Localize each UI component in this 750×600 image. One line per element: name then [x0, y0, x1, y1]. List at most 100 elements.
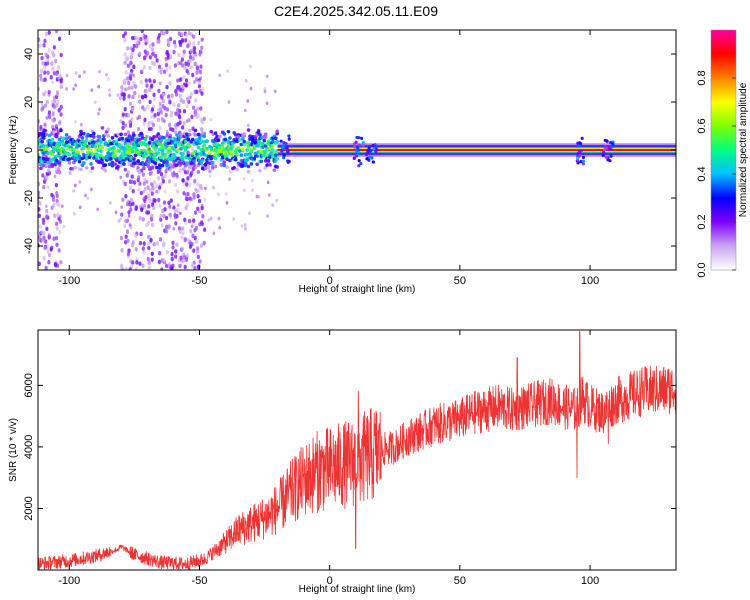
- spectrogram-scatter-cell: [184, 221, 188, 225]
- spectrogram-scatter-cell: [183, 65, 187, 71]
- colorbar: 0.0 0.2 0.4 0.6 0.8 Normalized spectral ampl…: [696, 29, 749, 278]
- spectrogram-scatter-cell: [123, 240, 128, 245]
- spectrogram-burst-cell: [360, 136, 364, 140]
- spectrogram-scatter-cell: [148, 55, 152, 60]
- spectrogram-strong-band-layer: [277, 148, 676, 152]
- spectrogram-band-cell: [61, 147, 66, 152]
- spectrogram-band-cell: [275, 129, 279, 134]
- spectrogram-scatter-cell: [43, 38, 47, 44]
- spectrogram-scatter-cell: [188, 244, 193, 249]
- spectrogram-band-cell: [177, 135, 182, 140]
- spectrogram-scatter-cell: [181, 259, 185, 264]
- spectrogram-scatter-cell: [90, 88, 94, 92]
- spectrogram-scatter-cell: [150, 257, 154, 262]
- spectrogram-band-cell: [122, 158, 126, 162]
- spectrogram-scatter-cell: [157, 33, 161, 38]
- spectrogram-band-cell: [162, 135, 166, 140]
- spectrogram-scatter-cell: [43, 103, 48, 108]
- spectrogram-scatter-cell: [56, 92, 59, 97]
- spectrogram-scatter-cell: [137, 94, 141, 99]
- spectrogram-burst-cell: [577, 153, 581, 158]
- spectrogram-scatter-cell: [126, 56, 130, 61]
- spectrogram-scatter-cell: [143, 177, 147, 182]
- spectrogram-x-tick-label: 50: [454, 275, 466, 287]
- spectrogram-band-cell: [172, 152, 176, 157]
- spectrogram-scatter-cell: [189, 173, 193, 178]
- spectrogram-scatter-cell: [78, 205, 82, 210]
- spectrogram-scatter-cell: [146, 256, 150, 262]
- spectrogram-band-cell: [159, 158, 163, 162]
- spectrogram-band-cell: [219, 150, 224, 154]
- spectrogram-band-cell: [266, 139, 271, 143]
- spectrogram-band-cell: [159, 138, 163, 143]
- spectrogram-band-cell: [218, 134, 222, 139]
- spectrogram-band-cell: [155, 158, 159, 162]
- spectrogram-scatter-cell: [52, 45, 56, 50]
- spectrogram-scatter-cell: [150, 114, 154, 119]
- spectrogram-scatter-cell: [150, 47, 154, 52]
- spectrogram-scatter-cell: [227, 100, 231, 104]
- spectrogram-scatter-cell: [120, 89, 124, 93]
- spectrogram-band-cell: [104, 147, 109, 152]
- spectrogram-scatter-cell: [271, 203, 275, 207]
- spectrogram-scatter-cell: [127, 71, 131, 76]
- spectrogram-band-cell: [51, 130, 56, 134]
- spectrogram-scatter-cell: [130, 179, 134, 185]
- spectrogram-burst-cell: [609, 154, 613, 158]
- snr-y-ticks: 2000 4000 6000: [23, 373, 676, 521]
- spectrogram-band-cell: [126, 138, 131, 143]
- spectrogram-scatter-cell: [217, 192, 220, 197]
- spectrogram-band-cell: [183, 148, 188, 152]
- spectrogram-scatter-cell: [184, 33, 189, 38]
- spectrogram-band-cell: [157, 134, 162, 139]
- spectrogram-band-cell: [146, 150, 151, 155]
- spectrogram-band-cell: [232, 137, 237, 142]
- spectrogram-scatter-cell: [134, 205, 138, 211]
- spectrogram-scatter-cell: [173, 123, 178, 128]
- spectrogram-scatter-cell: [189, 91, 194, 97]
- colorbar-tick-label: 0.4: [696, 166, 708, 181]
- spectrogram-scatter-cell: [54, 235, 59, 241]
- spectrogram-scatter-cell: [173, 210, 177, 214]
- spectrogram-scatter-cell: [174, 92, 179, 97]
- snr-frame: [37, 329, 677, 571]
- spectrogram-x-tick-label: -50: [191, 275, 207, 287]
- spectrogram-band-cell: [160, 148, 165, 153]
- spectrogram-scatter-cell: [177, 31, 181, 36]
- spectrogram-scatter-cell: [50, 192, 54, 198]
- spectrogram-scatter-cell: [47, 233, 51, 238]
- spectrogram-scatter-cell: [129, 197, 134, 203]
- spectrogram-scatter-cell: [45, 175, 49, 180]
- spectrogram-band-cell: [119, 145, 123, 150]
- spectrogram-band-cell: [255, 154, 259, 158]
- spectrogram-scatter-cell: [39, 77, 43, 82]
- spectrogram-band-cell: [79, 132, 83, 137]
- spectrogram-scatter-cell: [123, 123, 128, 128]
- spectrogram-scatter-cell: [121, 33, 126, 39]
- spectrogram-scatter-cell: [209, 216, 213, 221]
- spectrogram-scatter-cell: [178, 93, 182, 99]
- spectrogram-scatter-cell: [72, 212, 76, 216]
- spectrogram-scatter-cell: [165, 30, 169, 35]
- spectrogram-scatter-cell: [51, 66, 55, 71]
- spectrogram-scatter-cell: [148, 198, 152, 204]
- spectrogram-scatter-cell: [249, 64, 253, 69]
- spectrogram-burst-cell: [282, 156, 286, 160]
- spectrogram-burst-cell: [607, 146, 611, 150]
- spectrogram-y-tick-label: -20: [23, 190, 35, 206]
- spectrogram-band-cell: [188, 128, 192, 133]
- spectrogram-scatter-cell: [132, 81, 136, 86]
- spectrogram-x-ticks: -100 -50 0 50 100: [58, 30, 599, 287]
- spectrogram-scatter-cell: [200, 91, 204, 96]
- spectrogram-scatter-cell: [184, 196, 189, 202]
- spectrogram-scatter-cell: [185, 202, 189, 208]
- spectrogram-band-cell: [38, 156, 42, 160]
- spectrogram-band-cell: [228, 136, 232, 140]
- spectrogram-burst-cell: [577, 144, 582, 148]
- spectrogram-scatter-cell: [133, 90, 137, 96]
- spectrogram-scatter-cell: [165, 166, 169, 171]
- spectrogram-scatter-cell: [164, 112, 168, 118]
- spectrogram-scatter-cell: [149, 188, 152, 192]
- spectrogram-scatter-cell: [177, 52, 181, 58]
- spectrogram-band-cell: [167, 148, 172, 153]
